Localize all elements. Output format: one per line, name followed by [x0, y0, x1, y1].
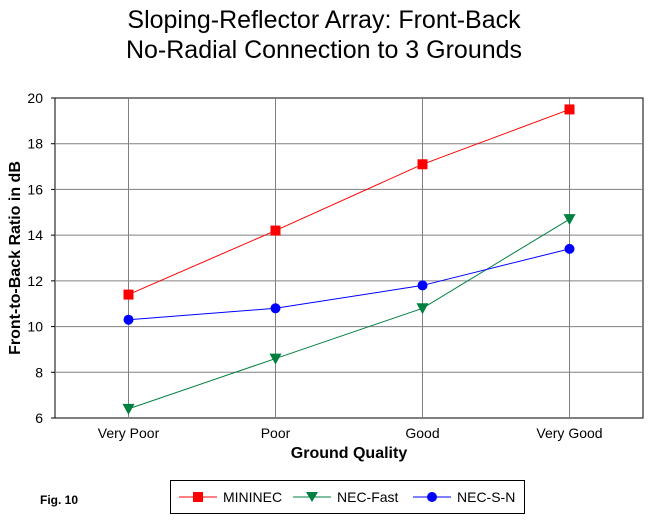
line-chart: 6 8 10 12 14 16 18 20 Very Poor Poor Good Very Good… — [7, 90, 644, 462]
data-point-mininec — [270, 225, 281, 236]
x-tick-label: Good — [405, 425, 439, 441]
data-point-nec-fast — [269, 353, 282, 365]
data-point-nec-fast — [563, 214, 576, 226]
y-tick-label: 20 — [27, 90, 43, 106]
data-point-nec-s-n — [417, 280, 428, 291]
data-point-nec-s-n — [270, 303, 281, 314]
x-tick-label: Poor — [261, 425, 291, 441]
x-axis-label: Ground Quality — [291, 445, 408, 462]
data-point-nec-fast — [122, 403, 135, 415]
y-tick-label: 14 — [27, 227, 43, 243]
series-line-nec-s-n — [128, 248, 570, 321]
legend-item-mininec: MININEC — [179, 481, 282, 513]
y-tick-label: 6 — [35, 410, 43, 426]
legend-swatch-nec-s-n — [413, 492, 451, 502]
series-line-mininec — [128, 108, 570, 296]
legend-label: NEC-S-N — [457, 489, 516, 505]
legend: MININEC NEC-Fast NEC-S-N — [170, 480, 525, 514]
legend-label: MININEC — [223, 489, 283, 505]
chart-title: Sloping-Reflector Array: Front-Back — [127, 6, 521, 34]
legend-label: NEC-Fast — [337, 489, 399, 505]
legend-swatch-nec-fast — [293, 492, 331, 502]
x-tick-label: Very Good — [536, 425, 602, 441]
y-tick-label: 10 — [27, 319, 43, 335]
data-point-mininec — [417, 159, 428, 170]
y-tick-label: 16 — [27, 181, 43, 197]
legend-swatch-mininec — [179, 492, 217, 502]
data-point-nec-s-n — [564, 243, 575, 254]
plot-area — [54, 97, 644, 419]
figure-label: Fig. 10 — [40, 493, 79, 507]
y-tick-label: 12 — [27, 273, 43, 289]
data-point-mininec — [123, 289, 134, 300]
legend-item-nec-fast: NEC-Fast — [293, 481, 398, 513]
data-point-mininec — [564, 104, 575, 115]
series-line-nec-fast — [128, 218, 570, 410]
y-tick-label: 8 — [35, 364, 43, 380]
data-point-nec-fast — [416, 303, 429, 315]
legend-item-nec-s-n: NEC-S-N — [413, 481, 515, 513]
x-tick-label: Very Poor — [98, 425, 160, 441]
y-tick-label: 18 — [27, 136, 43, 152]
y-axis-label: Front-to-Back Ratio in dB — [7, 161, 24, 355]
data-point-nec-s-n — [123, 314, 134, 325]
chart-subtitle: No-Radial Connection to 3 Grounds — [125, 36, 523, 64]
